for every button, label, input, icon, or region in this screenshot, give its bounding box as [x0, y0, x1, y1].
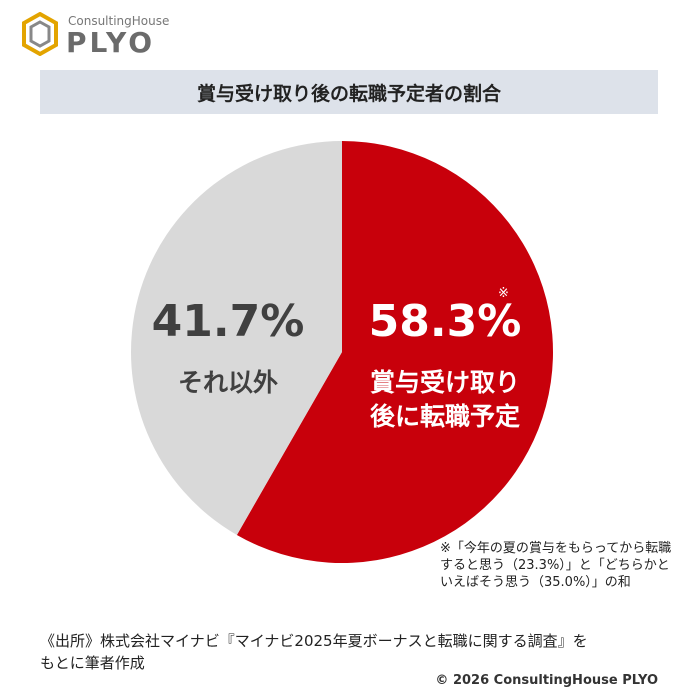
category-label: それ以外	[177, 368, 278, 397]
note-marker: ※	[498, 286, 509, 301]
copyright: © 2026 ConsultingHouse PLYO	[435, 673, 658, 688]
source: 《出所》株式会社マイナビ『マイナビ2025年夏ボーナスと転職に関する調査』をもと…	[40, 632, 588, 672]
pie-slice	[236, 141, 554, 563]
note: ※「今年の夏の賞与をもらってから転職すると思う（23.3%）」と「どちらかといえ…	[440, 541, 672, 590]
pie-slice	[131, 141, 342, 535]
value-label: 58.3%	[368, 296, 522, 347]
category-label: 賞与受け取り後に転職予定	[369, 368, 520, 431]
value-label: 41.7%	[151, 296, 305, 347]
logo-name: PLYO	[66, 26, 156, 59]
logo-tagline: ConsultingHouse	[68, 14, 170, 28]
logo-mark	[22, 12, 58, 56]
chart-title: 賞与受け取り後の転職予定者の割合	[40, 70, 658, 114]
